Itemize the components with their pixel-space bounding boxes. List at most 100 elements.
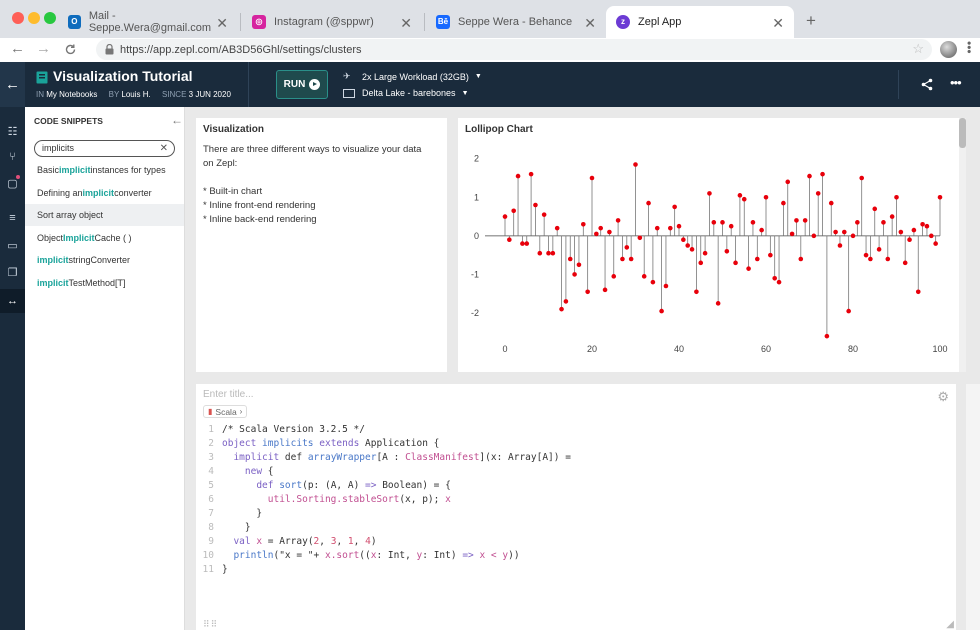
lollipop-point xyxy=(520,241,525,246)
lollipop-point xyxy=(581,221,586,227)
page-scrollbar[interactable] xyxy=(966,384,980,630)
panel-title: Visualization xyxy=(203,124,264,135)
browser-tab-instagram[interactable]: ◎ Instagram (@sppwr) ✕ xyxy=(242,6,422,38)
lollipop-point xyxy=(746,266,751,271)
lollipop-point xyxy=(750,220,756,225)
language-badge[interactable]: ▮ Scala › xyxy=(203,405,248,418)
snippet-item[interactable]: Sort array object xyxy=(25,204,184,226)
close-tab-icon[interactable]: ✕ xyxy=(772,15,784,31)
database-icon[interactable]: ≡ xyxy=(9,212,16,224)
more-options-icon[interactable]: ••• xyxy=(950,75,962,90)
lollipop-point xyxy=(637,235,643,241)
browser-tab-zepl[interactable]: z Zepl App ✕ xyxy=(606,6,794,38)
lollipop-point xyxy=(776,279,782,285)
profile-avatar[interactable] xyxy=(940,41,957,58)
snippet-item[interactable]: Basic implicit instances for types xyxy=(37,165,166,175)
new-tab-icon[interactable]: + xyxy=(806,11,816,30)
browser-tab-mail[interactable]: O Mail - Seppe.Wera@gmail.com ✕ xyxy=(58,6,238,38)
lollipop-point xyxy=(620,256,625,262)
lollipop-point xyxy=(741,196,747,202)
datasource-select[interactable]: Delta Lake - barebones ▼ xyxy=(343,88,469,98)
lollipop-point xyxy=(559,306,564,312)
lollipop-point xyxy=(933,241,938,246)
lollipop-point xyxy=(833,229,838,235)
lollipop-point xyxy=(689,247,695,252)
terminal-icon[interactable]: ▭ xyxy=(7,239,18,252)
y-tick-label: 1 xyxy=(474,192,479,202)
line-number: 3 xyxy=(208,452,214,463)
branch-icon[interactable]: ⑂ xyxy=(9,151,16,163)
lollipop-point xyxy=(659,308,664,314)
notebook-meta: IN My Notebooks BY Louis H. SINCE 3 JUN … xyxy=(36,90,231,99)
x-tick-label: 40 xyxy=(674,344,684,354)
code-cell: Enter title... ⚙ ▮ Scala › 1/* Scala Ver… xyxy=(196,384,956,630)
browser-menu-icon[interactable]: ••• xyxy=(962,41,976,54)
lollipop-point xyxy=(715,301,721,306)
lollipop-point xyxy=(554,225,560,231)
lollipop-point xyxy=(902,260,908,266)
drag-handle-icon[interactable]: ⠿⠿ xyxy=(203,619,219,629)
workload-select[interactable]: ✈ 2x Large Workload (32GB) ▼ xyxy=(343,71,482,82)
address-bar-row: ← → https://app.zepl.com/AB3D56Ghl/setti… xyxy=(0,38,980,62)
scrollbar[interactable] xyxy=(959,118,966,372)
browser-tab-behance[interactable]: Bē Seppe Wera - Behance ✕ xyxy=(436,15,596,31)
lollipop-point xyxy=(824,333,830,339)
cell-settings-gear-icon[interactable]: ⚙ xyxy=(937,389,949,404)
lollipop-point xyxy=(915,289,921,295)
lollipop-point xyxy=(585,289,590,295)
clear-search-icon[interactable]: ✕ xyxy=(159,143,168,154)
snippet-search-input[interactable]: implicits ✕ xyxy=(34,140,175,157)
cell-title-input[interactable]: Enter title... xyxy=(203,389,254,400)
lollipop-point xyxy=(668,225,673,231)
snippet-item[interactable]: Object Implicit Cache ( ) xyxy=(37,232,132,243)
lollipop-point xyxy=(807,173,812,179)
code-snippets-icon[interactable]: ↔ xyxy=(0,289,25,313)
lollipop-point xyxy=(768,252,773,258)
minimize-window-button[interactable] xyxy=(28,12,40,24)
close-tab-icon[interactable]: ✕ xyxy=(584,15,596,31)
code-editor[interactable]: 1/* Scala Version 3.2.5 */2 object implic… xyxy=(202,424,571,575)
snippet-item[interactable]: implicit TestMethod[T] xyxy=(37,277,126,288)
lollipop-point xyxy=(863,252,869,258)
lollipop-point xyxy=(663,283,669,289)
lollipop-point xyxy=(707,191,712,196)
snippet-item[interactable]: Defining an implicit converter xyxy=(37,187,152,198)
reload-icon[interactable] xyxy=(64,43,77,56)
lollipop-point xyxy=(881,220,886,225)
lollipop-point xyxy=(772,275,777,281)
url-field[interactable]: https://app.zepl.com/AB3D56Ghl/settings/… xyxy=(96,39,932,60)
lollipop-point xyxy=(724,248,730,254)
close-tab-icon[interactable]: ✕ xyxy=(400,15,412,31)
left-tool-bar: ☷ ⑂ ▢ ≡ ▭ ❐ ↔ xyxy=(0,107,25,630)
close-tab-icon[interactable]: ✕ xyxy=(216,15,228,31)
copy-icon[interactable]: ❐ xyxy=(7,266,18,279)
x-tick-label: 0 xyxy=(502,344,507,354)
close-window-button[interactable] xyxy=(12,12,24,24)
comment-icon[interactable]: ▢ xyxy=(0,171,25,195)
maximize-window-button[interactable] xyxy=(44,12,56,24)
share-icon[interactable] xyxy=(921,78,933,91)
back-arrow-icon[interactable]: ← xyxy=(0,62,25,107)
lollipop-point xyxy=(937,194,943,200)
notebook-folder-link[interactable]: My Notebooks xyxy=(46,90,98,99)
lollipop-point xyxy=(802,218,808,223)
snippet-item[interactable]: implicit stringConverter xyxy=(37,255,131,265)
resize-handle-icon[interactable]: ◢ xyxy=(946,619,954,630)
list-icon[interactable]: ☷ xyxy=(7,125,18,138)
back-arrow-icon[interactable]: ← xyxy=(10,40,25,57)
collapse-arrow-icon[interactable]: ← xyxy=(171,113,183,127)
lollipop-point xyxy=(855,220,860,225)
rocket-icon: ✈ xyxy=(343,71,351,81)
lollipop-point xyxy=(641,274,647,279)
lollipop-point xyxy=(781,200,786,206)
lollipop-point xyxy=(820,171,825,177)
run-button[interactable]: RUN xyxy=(276,70,328,99)
lollipop-point xyxy=(798,256,804,262)
line-number: 6 xyxy=(208,494,214,505)
chevron-down-icon: ▼ xyxy=(474,73,482,80)
line-number: 4 xyxy=(208,466,214,477)
forward-arrow-icon[interactable]: → xyxy=(36,40,51,57)
lollipop-point xyxy=(646,200,651,206)
bookmark-star-icon[interactable]: ☆ xyxy=(912,41,924,56)
lollipop-point xyxy=(711,220,717,225)
